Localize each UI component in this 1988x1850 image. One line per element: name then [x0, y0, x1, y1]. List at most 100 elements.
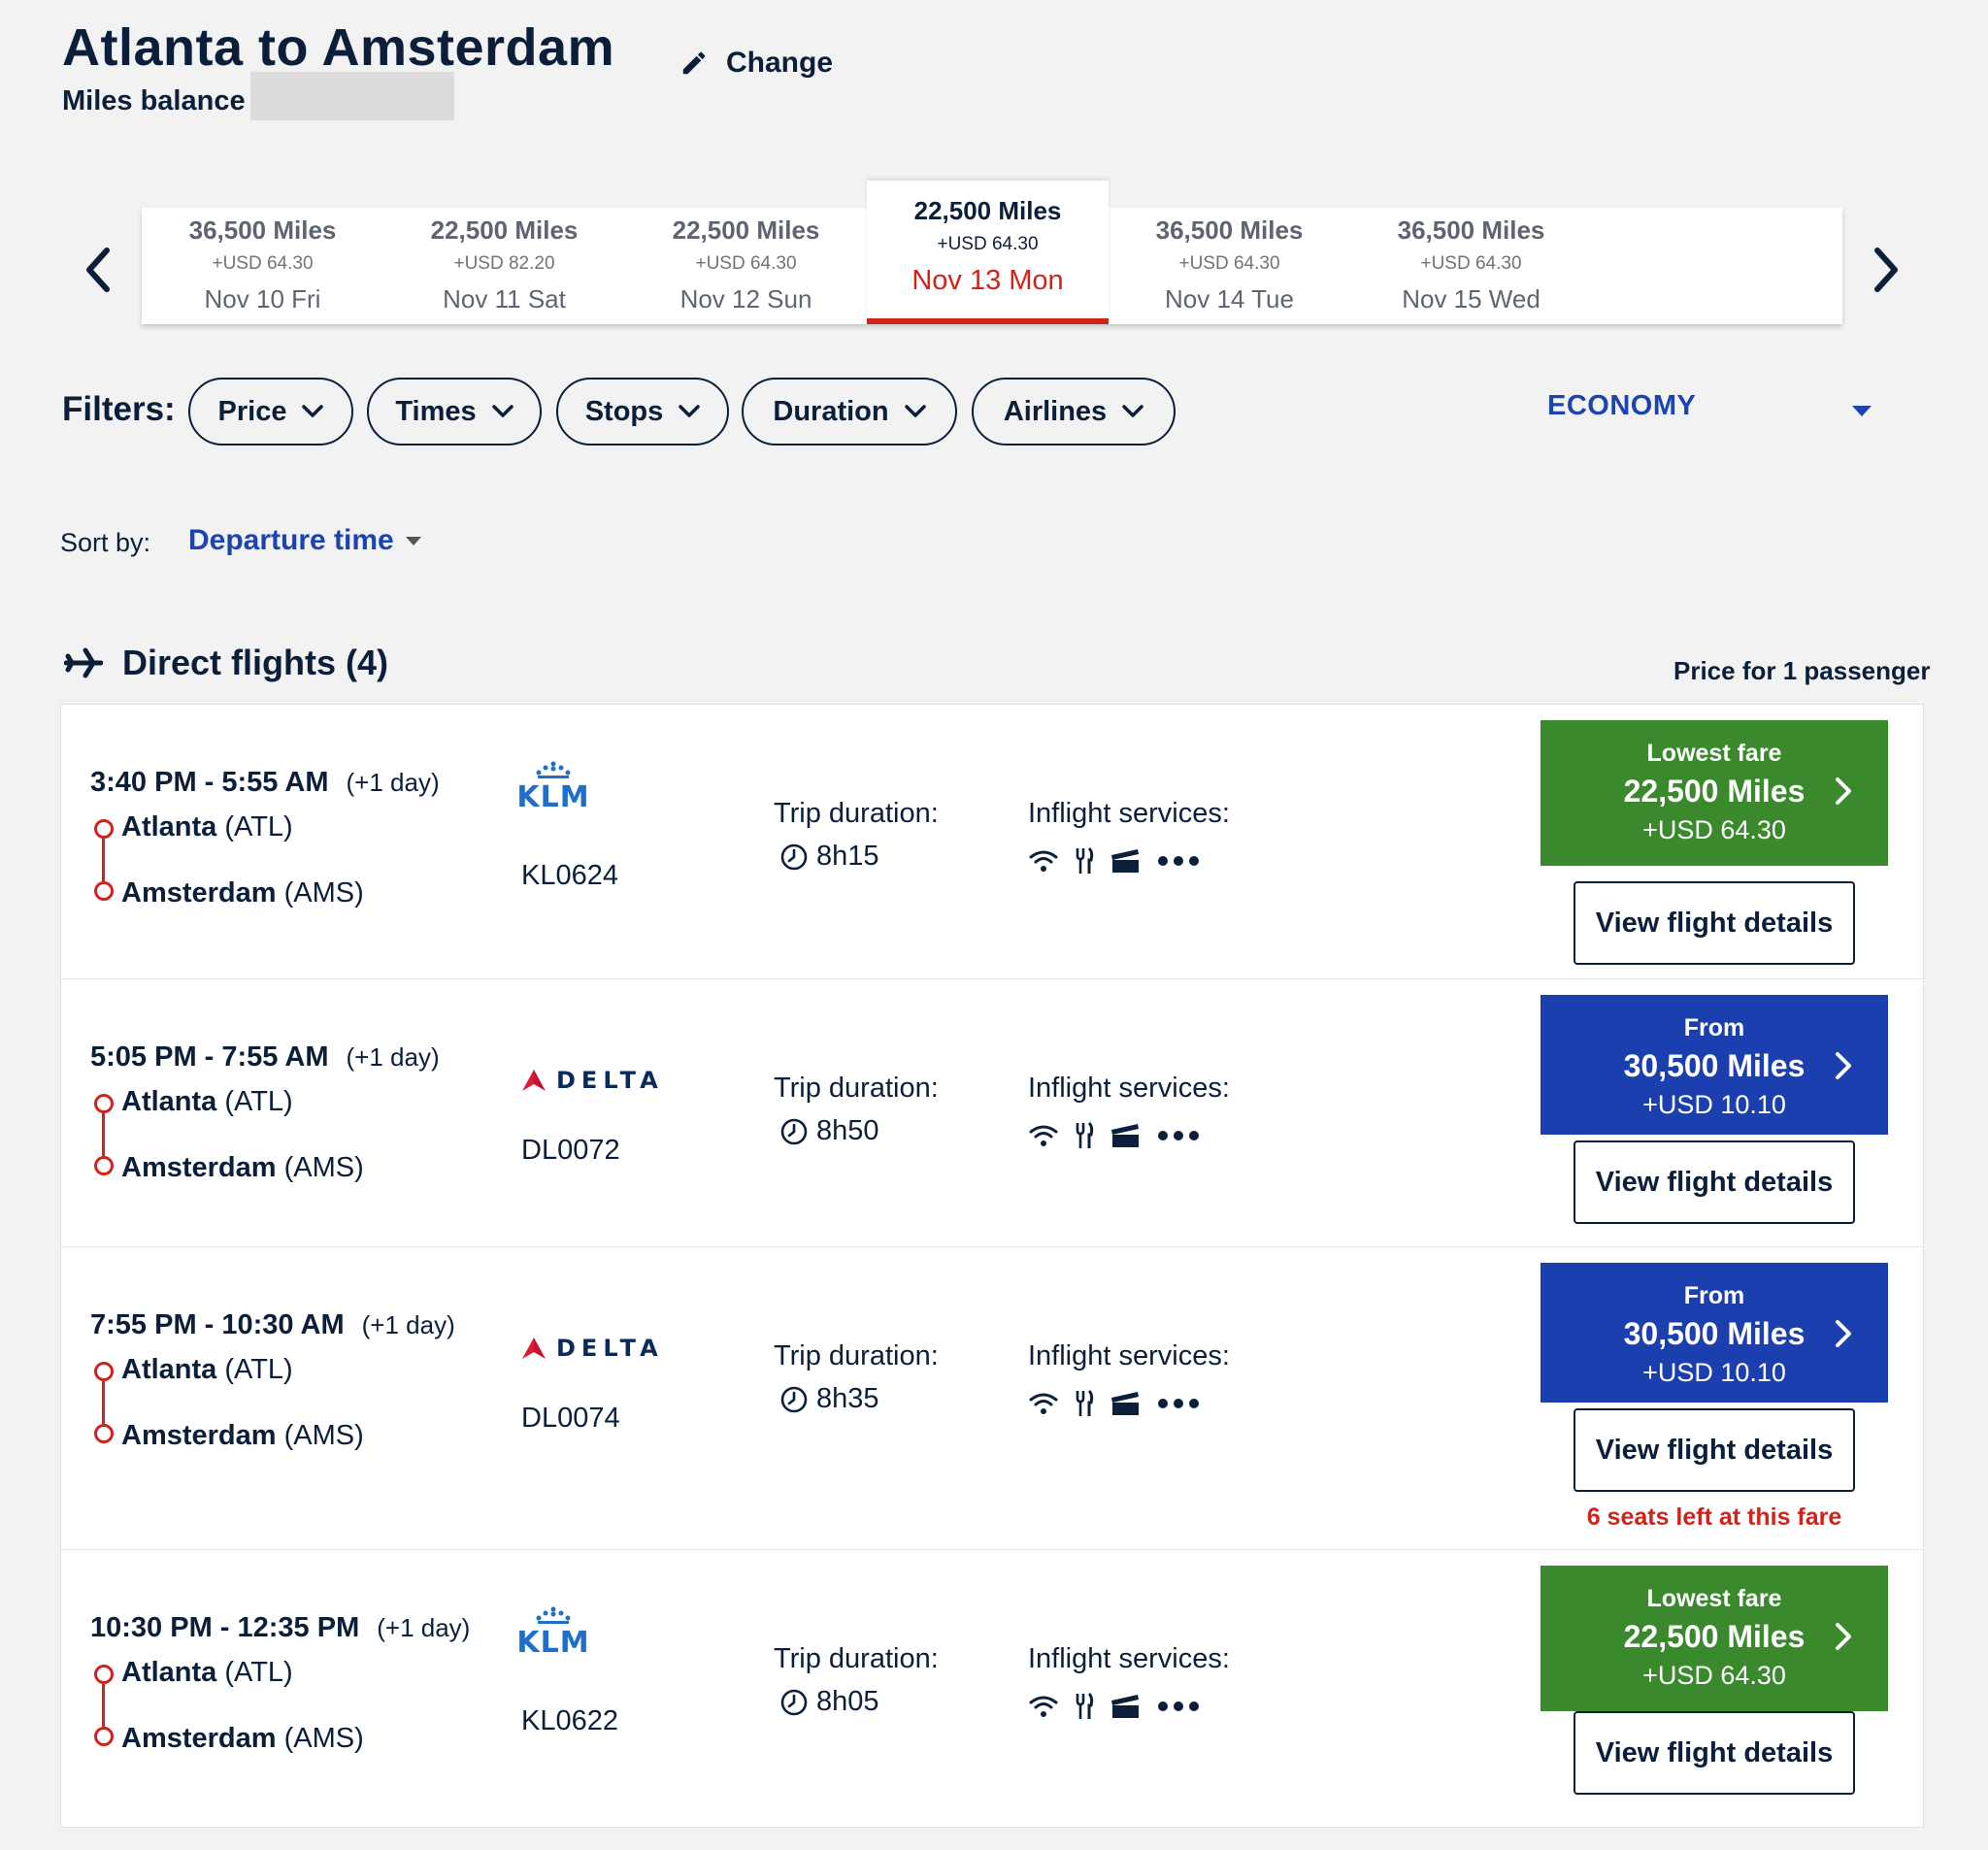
- chevron-left-icon: [86, 248, 110, 292]
- date-usd: +USD 64.30: [1420, 253, 1522, 274]
- cabin-class-select[interactable]: ECONOMY: [1547, 390, 1697, 421]
- inflight-services-icons[interactable]: [1028, 846, 1201, 875]
- destination-code: (AMS): [283, 1723, 364, 1754]
- flight-times: 3:40 PM - 5:55 AM (+1 day): [90, 767, 440, 799]
- destination-code: (AMS): [283, 877, 364, 908]
- trip-duration-value: 8h35: [816, 1383, 879, 1414]
- date-day: Nov 13 Mon: [911, 265, 1064, 296]
- fare-usd: +USD 10.10: [1642, 1358, 1786, 1387]
- plus-day: (+1 day): [346, 1042, 440, 1072]
- chevron-down-icon: [1122, 405, 1143, 417]
- airline-logo: DELTA: [521, 1335, 664, 1362]
- page-title: Atlanta to Amsterdam: [62, 18, 615, 77]
- view-flight-details-button[interactable]: View flight details: [1574, 1711, 1855, 1795]
- date-option[interactable]: 36,500 Miles +USD 64.30 Nov 14 Tue: [1109, 208, 1350, 314]
- inflight-services-icons[interactable]: [1028, 1692, 1201, 1721]
- origin-code: (ATL): [224, 811, 293, 842]
- origin-code: (ATL): [224, 1086, 293, 1117]
- clock-icon: [780, 1689, 808, 1715]
- clock-icon: [780, 1118, 808, 1144]
- inflight-services-icons[interactable]: [1028, 1389, 1201, 1418]
- filter-label: Price: [217, 395, 287, 427]
- wifi-icon: [1029, 1393, 1058, 1414]
- flight-times: 5:05 PM - 7:55 AM (+1 day): [90, 1041, 440, 1074]
- date-usd: +USD 64.30: [695, 253, 797, 274]
- origin-marker: [94, 1665, 114, 1684]
- date-option[interactable]: 22,500 Miles +USD 82.20 Nov 11 Sat: [383, 208, 625, 314]
- flight-results-list: 3:40 PM - 5:55 AM (+1 day) Atlanta (ATL) Am…: [60, 704, 1924, 1828]
- previous-dates-button[interactable]: [74, 243, 122, 297]
- select-fare-button[interactable]: Lowest fare 22,500 Miles +USD 64.30: [1541, 1566, 1888, 1711]
- chevron-right-icon: [1836, 1052, 1851, 1079]
- filter-stops-button[interactable]: Stops: [556, 378, 729, 446]
- airline-logo: KLM: [516, 1606, 589, 1660]
- delta-widget-icon: [522, 1070, 546, 1091]
- plus-day: (+1 day): [361, 1310, 455, 1339]
- date-option[interactable]: 22,500 Miles +USD 64.30 Nov 12 Sun: [625, 208, 867, 314]
- origin-marker: [94, 1362, 114, 1381]
- date-option[interactable]: 22,500 Miles +USD 64.30 Nov 13 Mon: [867, 181, 1109, 324]
- fare-usd: +USD 10.10: [1642, 1090, 1786, 1119]
- chevron-down-icon: [904, 405, 926, 417]
- chevron-down-icon: [679, 405, 701, 417]
- destination-city: Amsterdam (AMS): [121, 877, 364, 909]
- filter-airlines-button[interactable]: Airlines: [972, 378, 1176, 446]
- next-dates-button[interactable]: [1862, 243, 1910, 297]
- date-option[interactable]: 36,500 Miles +USD 64.30 Nov 15 Wed: [1350, 208, 1592, 314]
- destination-city: Amsterdam (AMS): [121, 1152, 364, 1184]
- route-connector: [102, 1113, 105, 1156]
- trip-duration: 8h35: [779, 1383, 879, 1415]
- flight-row: 7:55 PM - 10:30 AM (+1 day) Atlanta (ATL) A…: [61, 1247, 1923, 1550]
- flight-row: 10:30 PM - 12:35 PM (+1 day) Atlanta (ATL)…: [61, 1550, 1923, 1829]
- origin-city-name: Atlanta: [121, 1657, 217, 1688]
- delta-logo: DELTA: [521, 1335, 664, 1362]
- destination-code: (AMS): [283, 1420, 364, 1451]
- fare-miles: 30,500 Miles: [1623, 1048, 1806, 1083]
- destination-marker: [94, 1424, 114, 1443]
- filter-label: Times: [395, 395, 477, 427]
- destination-marker: [94, 1156, 114, 1175]
- klm-wordmark: KLM: [516, 1626, 590, 1660]
- caret-down-icon[interactable]: [1852, 406, 1872, 416]
- view-flight-details-button[interactable]: View flight details: [1574, 881, 1855, 965]
- flight-times: 7:55 PM - 10:30 AM (+1 day): [90, 1309, 455, 1341]
- chevron-down-icon: [491, 405, 514, 417]
- sort-select[interactable]: Departure time: [188, 524, 421, 557]
- trip-duration: 8h05: [779, 1686, 879, 1718]
- airline-logo: DELTA: [521, 1067, 664, 1094]
- clock-icon: [780, 843, 808, 870]
- date-day: Nov 12 Sun: [679, 284, 812, 314]
- date-option[interactable]: 36,500 Miles +USD 64.30 Nov 10 Fri: [142, 208, 383, 314]
- inflight-services-label: Inflight services:: [1028, 1073, 1230, 1104]
- fare-usd: +USD 64.30: [1642, 1661, 1786, 1690]
- select-fare-button[interactable]: From 30,500 Miles +USD 10.10: [1541, 1263, 1888, 1403]
- caret-down-icon: [405, 536, 421, 545]
- select-fare-button[interactable]: Lowest fare 22,500 Miles +USD 64.30: [1541, 720, 1888, 866]
- date-day: Nov 11 Sat: [443, 284, 566, 314]
- delta-wordmark: DELTA: [556, 1067, 664, 1094]
- fare-title: From: [1683, 1282, 1745, 1309]
- trip-duration-value: 8h05: [816, 1686, 879, 1717]
- clock-icon: [780, 1386, 808, 1412]
- miles-balance-label: Miles balance: [62, 85, 246, 116]
- inflight-services-label: Inflight services:: [1028, 798, 1230, 829]
- inflight-services-icons[interactable]: [1028, 1121, 1201, 1150]
- view-flight-details-button[interactable]: View flight details: [1574, 1140, 1855, 1224]
- filter-label: Stops: [584, 395, 664, 427]
- trip-duration-value: 8h50: [816, 1115, 879, 1146]
- view-flight-details-button[interactable]: View flight details: [1574, 1408, 1855, 1492]
- filter-times-button[interactable]: Times: [367, 378, 542, 446]
- destination-city: Amsterdam (AMS): [121, 1723, 364, 1755]
- crown-icon: [536, 1606, 571, 1624]
- select-fare-button[interactable]: From 30,500 Miles +USD 10.10: [1541, 995, 1888, 1135]
- sort-label: Sort by:: [60, 528, 151, 557]
- flight-number: DL0074: [521, 1403, 620, 1434]
- trip-duration-value: 8h15: [816, 841, 879, 872]
- pencil-icon: [682, 51, 706, 75]
- filter-duration-button[interactable]: Duration: [742, 378, 957, 446]
- filter-price-button[interactable]: Price: [188, 378, 353, 446]
- change-search-button[interactable]: Change: [679, 47, 833, 80]
- meal-icon: [1076, 1692, 1094, 1719]
- origin-city: Atlanta (ATL): [121, 1657, 293, 1689]
- date-miles: 22,500 Miles: [672, 215, 820, 245]
